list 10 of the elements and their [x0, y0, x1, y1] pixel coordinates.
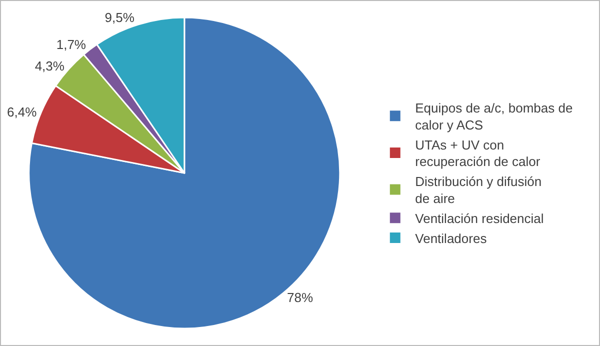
legend-label: Ventilación residencial	[415, 210, 544, 226]
data-label: 9,5%	[104, 10, 135, 26]
data-label: 4,3%	[34, 58, 65, 74]
data-label: 78%	[286, 290, 314, 306]
legend-label: Distribución y difusión de aire	[415, 174, 542, 206]
data-label: 1,7%	[56, 37, 86, 52]
legend-label: UTAs + UV con recuperación de calor	[415, 137, 541, 170]
data-label: 6,4%	[7, 104, 38, 120]
legend-label: Ventiladores	[415, 230, 488, 246]
legend-label: Equipos de a/c, bombas de calor y ACS	[415, 100, 573, 132]
